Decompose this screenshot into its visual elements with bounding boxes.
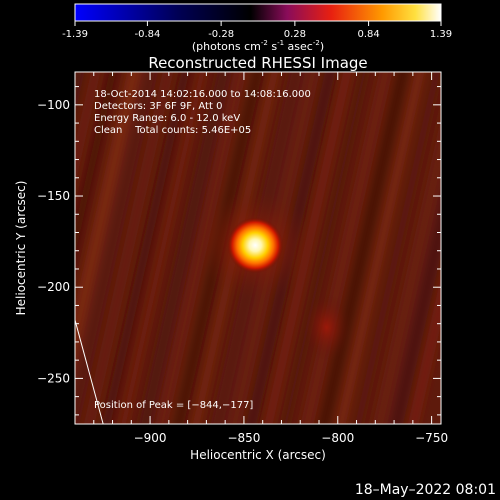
colorbar-ticks: -1.39 -0.84 -0.28 0.28 0.84 1.39	[62, 21, 452, 40]
annotation-time: 18-Oct-2014 14:02:16.000 to 14:08:16.000	[94, 89, 311, 100]
x-axis: −900 −850 −800 −750	[93, 72, 448, 445]
annotation-detectors: Detectors: 3F 6F 9F, Att 0	[94, 101, 222, 112]
y-tick-label: −200	[37, 280, 70, 294]
background-streak	[75, 72, 142, 369]
plot-frame	[74, 71, 442, 425]
annotation-method: Clean Total counts: 5.46E+05	[94, 125, 251, 136]
x-tick-label: −850	[227, 431, 260, 445]
background-streak	[75, 72, 101, 186]
colorbar-tick-label: 0.84	[357, 29, 379, 40]
background-streaks	[75, 72, 441, 424]
background-streak	[75, 72, 117, 257]
colorbar-tick-label: 1.39	[430, 29, 452, 40]
background-streak	[75, 72, 158, 424]
background-streak	[120, 72, 206, 424]
x-tick-label: −800	[321, 431, 354, 445]
colorbar-tick-label: 0.28	[284, 29, 306, 40]
y-tick-label: −100	[37, 98, 70, 112]
background-streak	[390, 198, 441, 424]
colorbar-tick-label: -0.28	[208, 29, 234, 40]
annotation-block: 18-Oct-2014 14:02:16.000 to 14:08:16.000…	[94, 89, 311, 411]
footer-timestamp: 18–May–2022 08:01	[355, 482, 496, 498]
background-streak	[138, 72, 231, 424]
annotation-energy: Energy Range: 6.0 - 12.0 keV	[94, 113, 240, 124]
solar-limb-line	[75, 319, 104, 424]
x-tick-label: −750	[415, 431, 448, 445]
image-area	[75, 72, 441, 424]
chart-title: Reconstructed RHESSI Image	[148, 54, 367, 72]
background-streak	[354, 72, 441, 424]
background-streak	[102, 72, 190, 424]
x-axis-label: Heliocentric X (arcsec)	[190, 448, 326, 462]
colorbar	[74, 3, 442, 22]
background-streak	[336, 72, 425, 424]
y-tick-label: −250	[37, 371, 70, 385]
y-tick-label: −150	[37, 189, 70, 203]
secondary-source	[302, 293, 351, 362]
background-streak	[408, 279, 441, 424]
background-streak	[372, 118, 441, 424]
background-streak	[75, 72, 85, 114]
peak-source	[227, 217, 284, 274]
annotation-peak: Position of Peak = [−844,−177]	[94, 400, 253, 411]
background-streak	[84, 72, 174, 424]
y-axis-label: Heliocentric Y (arcsec)	[14, 181, 28, 316]
colorbar-tick-label: -0.84	[134, 29, 160, 40]
x-tick-label: −900	[134, 431, 167, 445]
y-axis: −100 −150 −200 −250	[37, 86, 441, 416]
colorbar-tick-label: -1.39	[62, 29, 88, 40]
colorbar-unit-label: (photons cm-2 s-1 asec-2)	[192, 39, 324, 53]
